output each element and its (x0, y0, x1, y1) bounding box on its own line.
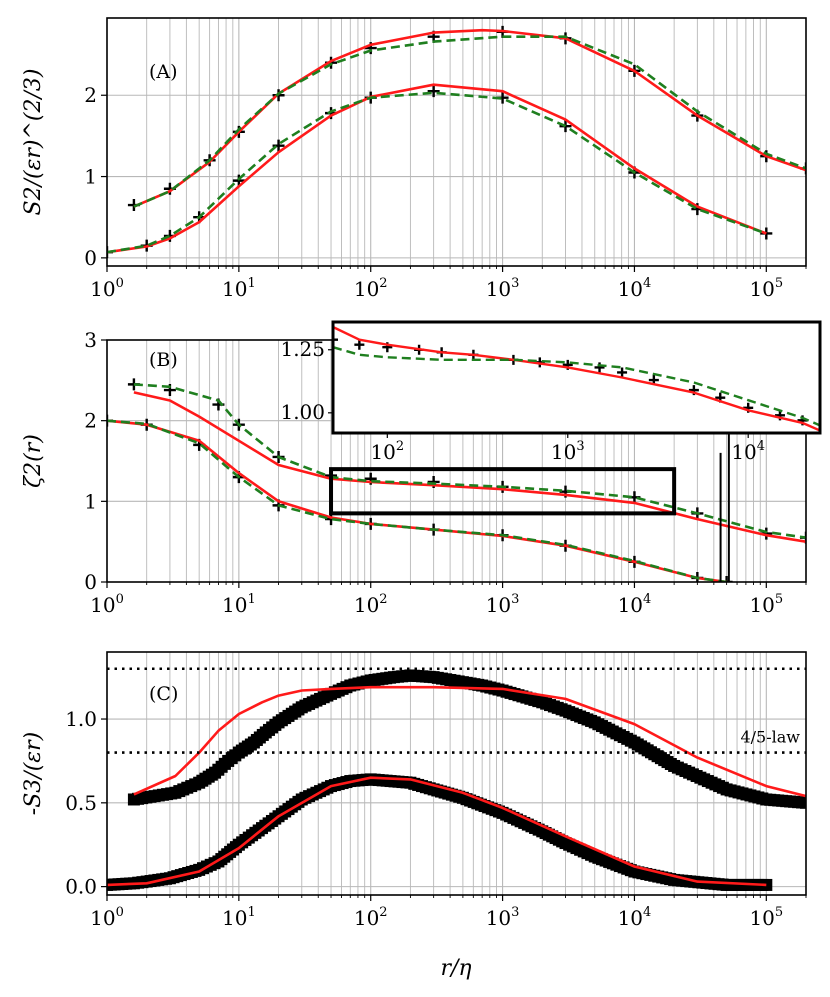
x-tick-label-B-5: 105 (749, 592, 783, 617)
model-lower-line (107, 83, 767, 254)
data-point-0 (333, 334, 338, 345)
inset-b: 1.00 1.25 102 103 104 (280, 320, 822, 582)
x-tick-label-A-1: 101 (222, 276, 256, 301)
y-tick-label-B-0: 0 (84, 570, 97, 594)
panel-label-C: (C) (149, 683, 178, 705)
x-tick-label-C-4: 104 (618, 905, 652, 930)
y-tick-label-C-2: 1.0 (65, 707, 97, 731)
y-tick-label-A-1: 1 (84, 165, 97, 189)
data-point-10 (617, 367, 628, 378)
fit-line (333, 346, 820, 427)
x-axis-label: r/η (440, 956, 471, 981)
x-tick-label-A-3: 103 (486, 276, 520, 301)
x-tick-label-B-1: 101 (222, 592, 256, 617)
y-tick-label-A-2: 2 (84, 83, 97, 107)
model-upper-line (133, 685, 806, 798)
y-tick-label-B-3: 3 (84, 328, 97, 352)
y-tick-label-B-1: 1 (84, 489, 97, 513)
x-tick-label-C-1: 101 (222, 905, 256, 930)
y-tick-label-B-2: 2 (84, 409, 97, 433)
x-tick-label-B-0: 100 (90, 592, 124, 617)
data-lower-point-8 (427, 85, 440, 98)
series-A (107, 25, 806, 259)
inset-zoom-box (329, 467, 677, 516)
y-tick-label-C-0: 0.0 (65, 875, 97, 899)
x-tick-label-B-2: 102 (354, 592, 388, 617)
panel-label-B: (B) (149, 349, 178, 371)
model-line (333, 325, 820, 432)
x-tick-label-B-4: 104 (618, 592, 652, 617)
x-tick-label-A-0: 100 (90, 276, 124, 301)
y-axis-label-A: S2/(εr)^(2/3) (21, 69, 46, 216)
inset-frame (331, 320, 822, 435)
model-lower-line (107, 776, 767, 887)
data-lower-point-12 (720, 576, 733, 582)
law-annotation: 4/5-law (740, 728, 800, 747)
panel-b: 100 101 102 103 104 105 0 1 2 3 (B) ζ2(r) 1.00 1.25 10… (21, 320, 822, 617)
data-lower-point-178 (760, 878, 773, 891)
y-axis-label-B: ζ2(r) (21, 434, 46, 488)
panel-label-A: (A) (149, 61, 178, 83)
grid-A (106, 18, 807, 266)
y-axis-label-C: -S3/(εr) (21, 732, 46, 815)
y-tick-label-A-0: 0 (84, 246, 97, 270)
x-tick-label-B-3: 103 (486, 592, 520, 617)
fit-upper-line (133, 35, 806, 208)
x-tick-label-C-5: 105 (749, 905, 783, 930)
inset-y-tick-label-1: 1.25 (280, 337, 325, 361)
data-point-9 (594, 362, 605, 373)
fit-upper-line (133, 383, 806, 539)
x-tick-label-C-3: 103 (486, 905, 520, 930)
axes-frame-A (106, 17, 807, 267)
y-tick-label-C-1: 0.5 (65, 791, 97, 815)
series-B (107, 378, 806, 582)
x-tick-label-A-4: 104 (618, 276, 652, 301)
inset-y-tick-label-0: 1.00 (280, 400, 325, 424)
x-tick-label-C-2: 102 (354, 905, 388, 930)
axes-frame-C (106, 651, 807, 896)
series-C (107, 669, 806, 891)
x-tick-label-A-5: 105 (749, 276, 783, 301)
model-lower-line (107, 419, 727, 582)
data-lower-point-5 (272, 139, 285, 152)
data-point-1 (354, 339, 365, 350)
inset-x-tick-label-0: 102 (370, 439, 404, 464)
panel-c: 4/5-law 100 101 102 103 104 105 0.0 0.5 1.0 (C) -S3… (21, 651, 807, 930)
x-tick-label-A-2: 102 (354, 276, 388, 301)
inset-x-tick-label-2: 104 (731, 439, 765, 464)
inset-x-tick-label-1: 103 (551, 439, 585, 464)
data-upper-point-180 (800, 796, 806, 809)
x-tick-label-C-0: 100 (90, 905, 124, 930)
fit-lower-line (107, 91, 767, 254)
panel-a: 100 101 102 103 104 105 0 1 2 (A) S2/(εr)^(2/3) (21, 17, 807, 301)
